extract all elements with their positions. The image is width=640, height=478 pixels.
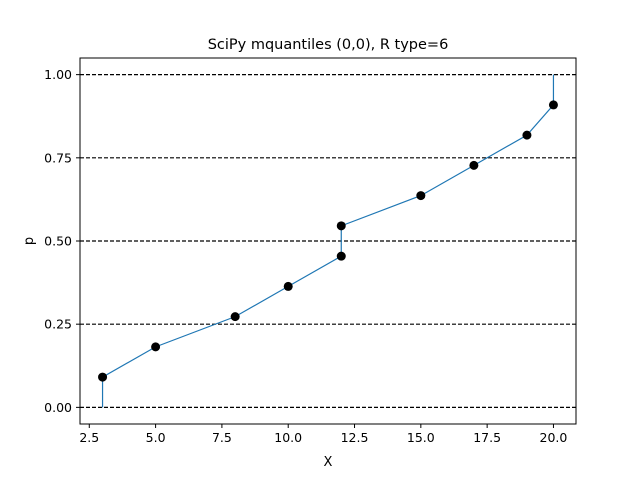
x-tick-label-0: 2.5 xyxy=(79,430,99,445)
x-tick-label-4: 12.5 xyxy=(341,430,369,445)
x-tick-label-3: 10.0 xyxy=(274,430,302,445)
data-point-5 xyxy=(336,221,346,231)
data-point-9 xyxy=(548,100,558,110)
y-tick-label-0: 0.00 xyxy=(44,400,72,415)
series-line xyxy=(101,74,555,408)
x-tick-label-7: 20.0 xyxy=(540,430,568,445)
grid-layer xyxy=(80,74,576,408)
data-point-3 xyxy=(283,281,293,291)
y-tick-label-2: 0.50 xyxy=(44,234,72,249)
x-axis: 2.5 5.0 7.5 10.0 12.5 15.0 17.5 20.0 xyxy=(79,424,567,445)
data-point-7 xyxy=(469,160,479,170)
y-tick-label-1: 0.25 xyxy=(44,317,72,332)
data-point-8 xyxy=(522,130,532,140)
data-point-2 xyxy=(230,312,240,322)
x-tick-label-2: 7.5 xyxy=(212,430,232,445)
data-point-1 xyxy=(151,342,161,352)
y-tick-label-3: 0.75 xyxy=(44,150,72,165)
x-tick-label-6: 17.5 xyxy=(473,430,501,445)
y-tick-label-4: 1.00 xyxy=(44,67,72,82)
x-axis-label: X xyxy=(324,455,333,470)
x-tick-label-5: 15.0 xyxy=(407,430,435,445)
data-point-6 xyxy=(416,191,426,201)
x-tick-label-1: 5.0 xyxy=(146,430,166,445)
y-axis: 0.00 0.25 0.50 0.75 1.00 xyxy=(44,67,80,415)
y-axis-label: p xyxy=(22,237,37,245)
chart-title: SciPy mquantiles (0,0), R type=6 xyxy=(208,37,449,53)
line-layer xyxy=(101,74,555,408)
data-point-4 xyxy=(336,251,346,261)
data-point-0 xyxy=(98,372,108,382)
points-layer xyxy=(98,100,558,382)
